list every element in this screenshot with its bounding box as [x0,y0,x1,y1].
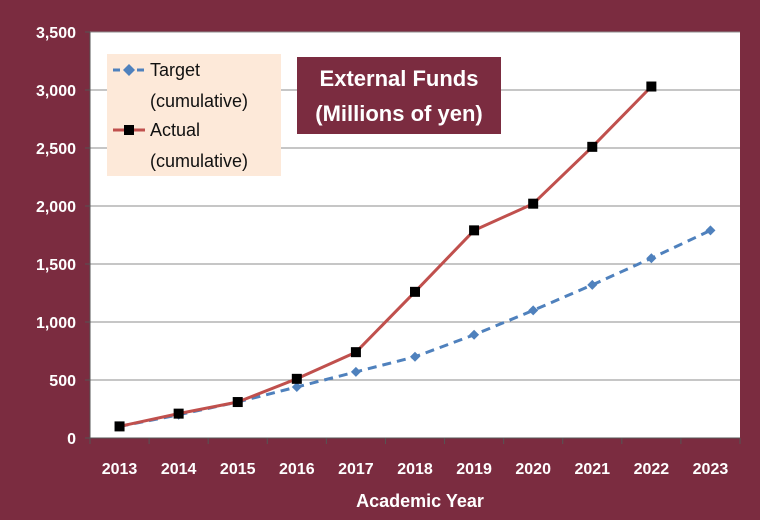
actual-point [528,198,539,209]
legend-target-label-line1: Target [150,60,200,80]
actual-point [410,286,420,297]
target-point [410,351,420,362]
x-tick-label: 2017 [338,461,374,478]
x-tick-label: 2020 [515,461,551,478]
actual-point [469,225,480,236]
target-point [528,305,539,316]
actual-point [587,141,598,152]
actual-point [173,408,184,419]
y-tick-label: 0 [67,431,76,448]
y-tick-label: 3,500 [36,25,76,42]
y-tick-label: 1,000 [36,315,76,332]
y-tick-label: 1,500 [36,257,76,274]
series-line-1 [119,85,653,428]
y-tick-label: 2,000 [36,199,76,216]
series-layer [114,81,716,432]
x-tick-label: 2021 [574,461,610,478]
target-point [646,253,657,264]
legend-target-diamond-icon [123,64,135,76]
x-tick-label: 2016 [279,461,315,478]
target-point [705,225,716,236]
legend-target-label-line2: (cumulative) [150,91,248,111]
chart-title-line2: (Millions of yen) [315,101,482,126]
target-point [587,279,598,290]
legend-actual-label-line1: Actual [150,120,200,140]
x-axis-ticks: 2013 2014 2015 2016 2017 2018 2019 2020 2021 2022… [89,438,741,478]
x-tick-label: 2015 [220,461,256,478]
y-tick-label: 3,000 [36,83,76,100]
x-tick-label: 2019 [456,461,492,478]
chart-title: External Funds (Millions of yen) [297,57,501,134]
actual-point [114,421,125,432]
x-tick-label: 2018 [397,461,433,478]
y-axis-ticks: 0 500 1,000 1,500 2,000 2,500 3,000 3,500 [36,25,740,448]
x-tick-label: 2014 [161,461,197,478]
target-point [350,366,361,377]
x-tick-label: 2023 [693,461,729,478]
actual-point [291,373,302,384]
x-tick-label: 2022 [634,461,670,478]
actual-point [646,81,657,92]
legend: Target (cumulative) Actual (cumulative) [107,54,281,176]
legend-box [107,54,281,176]
x-tick-label: 2013 [102,461,138,478]
y-tick-label: 500 [49,373,76,390]
x-axis-label: Academic Year [356,491,484,511]
legend-entry-target: Target (cumulative) [113,60,248,111]
y-tick-label: 2,500 [36,141,76,158]
legend-actual-square-icon [124,125,134,135]
actual-point [232,397,243,408]
legend-actual-label-line2: (cumulative) [150,151,248,171]
target-point [291,381,302,392]
actual-point [350,347,361,358]
legend-entry-actual: Actual (cumulative) [113,120,248,171]
title-box [297,57,501,134]
target-point [469,329,480,340]
chart-title-line1: External Funds [320,66,479,91]
